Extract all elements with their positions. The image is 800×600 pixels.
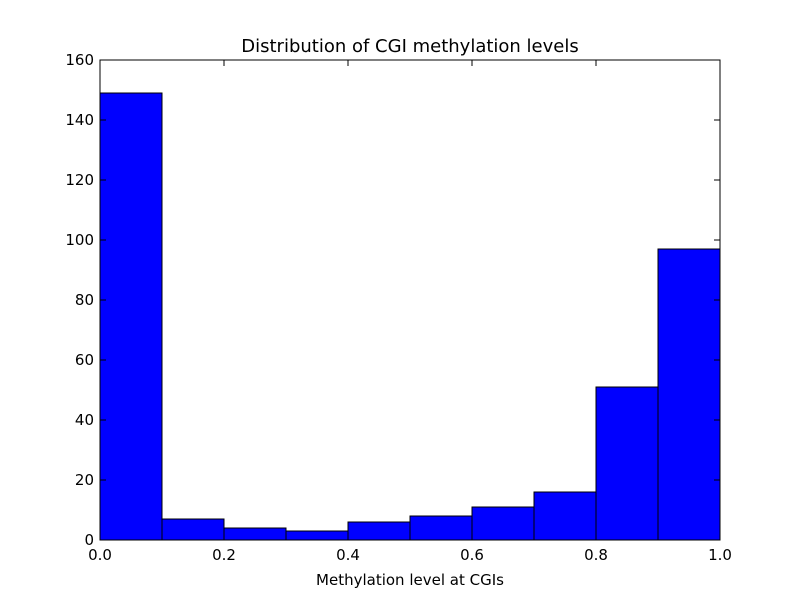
histogram-bar: [285, 530, 349, 541]
y-tick-label: 120: [65, 171, 94, 189]
x-tick-label: 0.0: [88, 546, 112, 564]
y-tick-label: 60: [75, 351, 94, 369]
histogram-bar: [99, 92, 163, 541]
x-tick-label: 0.8: [584, 546, 608, 564]
histogram-bar: [409, 515, 473, 541]
x-tick-label: 0.2: [212, 546, 236, 564]
y-tick-label: 100: [65, 231, 94, 249]
y-tick-label: 140: [65, 111, 94, 129]
histogram-bar: [223, 527, 287, 541]
x-tick-label: 0.4: [336, 546, 360, 564]
histogram-bar: [595, 386, 659, 541]
histogram-bar: [657, 248, 721, 541]
histogram-bar: [533, 491, 597, 541]
y-tick-label: 40: [75, 411, 94, 429]
plot-frame: [99, 59, 721, 541]
x-axis-label: Methylation level at CGIs: [316, 571, 504, 589]
histogram-bar: [471, 506, 535, 541]
y-tick-label: 80: [75, 291, 94, 309]
histogram-bar: [161, 518, 225, 541]
y-tick-label: 160: [65, 51, 94, 69]
x-tick-label: 0.6: [460, 546, 484, 564]
x-tick-label: 1.0: [708, 546, 732, 564]
ticks-group: 0.0 0.2 0.4 0.6 0.8 1.0 0 20 40 60 80 100 120 140 160: [65, 51, 732, 564]
histogram-bar: [347, 521, 411, 541]
bars-group: [99, 92, 721, 541]
y-tick-label: 20: [75, 471, 94, 489]
chart-title: Distribution of CGI methylation levels: [241, 36, 579, 57]
y-tick-label: 0: [84, 531, 94, 549]
